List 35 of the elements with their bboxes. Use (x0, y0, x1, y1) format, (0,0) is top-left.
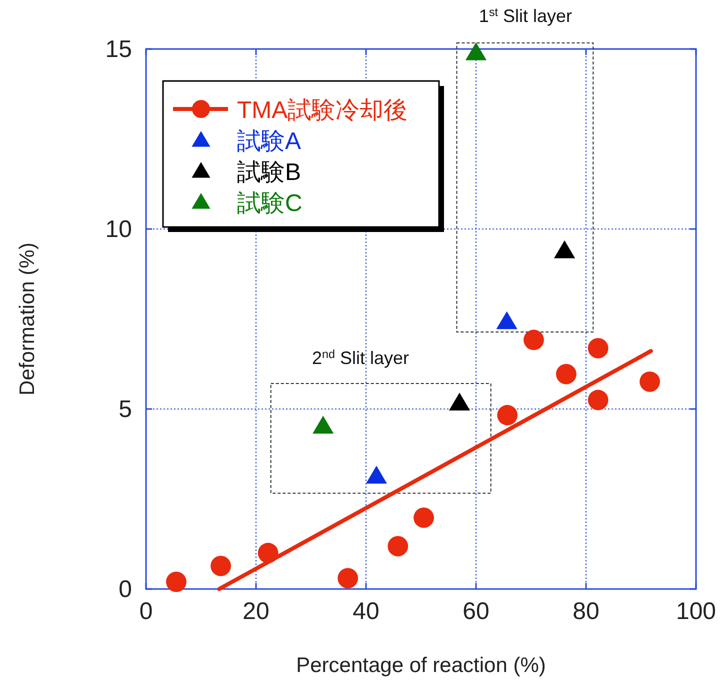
point (210, 556, 231, 576)
point (640, 371, 660, 392)
y-tick-label: 10 (105, 216, 132, 243)
point (496, 311, 518, 330)
point (166, 572, 186, 592)
text: 1$^{st}$ Slit layer (478, 6, 572, 26)
point (312, 416, 334, 434)
point (588, 390, 608, 410)
legend-label: 試験C (237, 190, 302, 217)
point (524, 330, 544, 350)
legend-label: 試験B (237, 159, 302, 186)
x-tick-label: 60 (462, 598, 490, 625)
x-axis-title: Percentage of reaction (%) (296, 654, 546, 677)
x-tick-label: 80 (572, 598, 600, 625)
point (448, 392, 470, 411)
x-tick-label: 0 (139, 598, 153, 625)
x-tick-label: 20 (242, 598, 270, 625)
point (414, 508, 434, 528)
y-tick-label: 15 (105, 36, 132, 63)
legend-label: 試験A (237, 128, 302, 155)
y-tick-label: 5 (118, 396, 132, 423)
point (588, 338, 608, 358)
y-tick-label: 0 (118, 576, 132, 603)
y-axis-title: Deformation (%) (16, 242, 39, 396)
point (556, 364, 576, 384)
point (465, 42, 487, 60)
annotation: 2$^{nd}$ Slit layer (312, 348, 410, 368)
legend-label: TMA試験冷却後 (237, 97, 408, 124)
point (366, 466, 387, 484)
x-tick-label: 100 (676, 598, 716, 625)
point (554, 240, 576, 258)
point (388, 536, 408, 556)
point (338, 568, 358, 588)
x-tick-label: 40 (352, 598, 380, 625)
point (497, 404, 518, 426)
